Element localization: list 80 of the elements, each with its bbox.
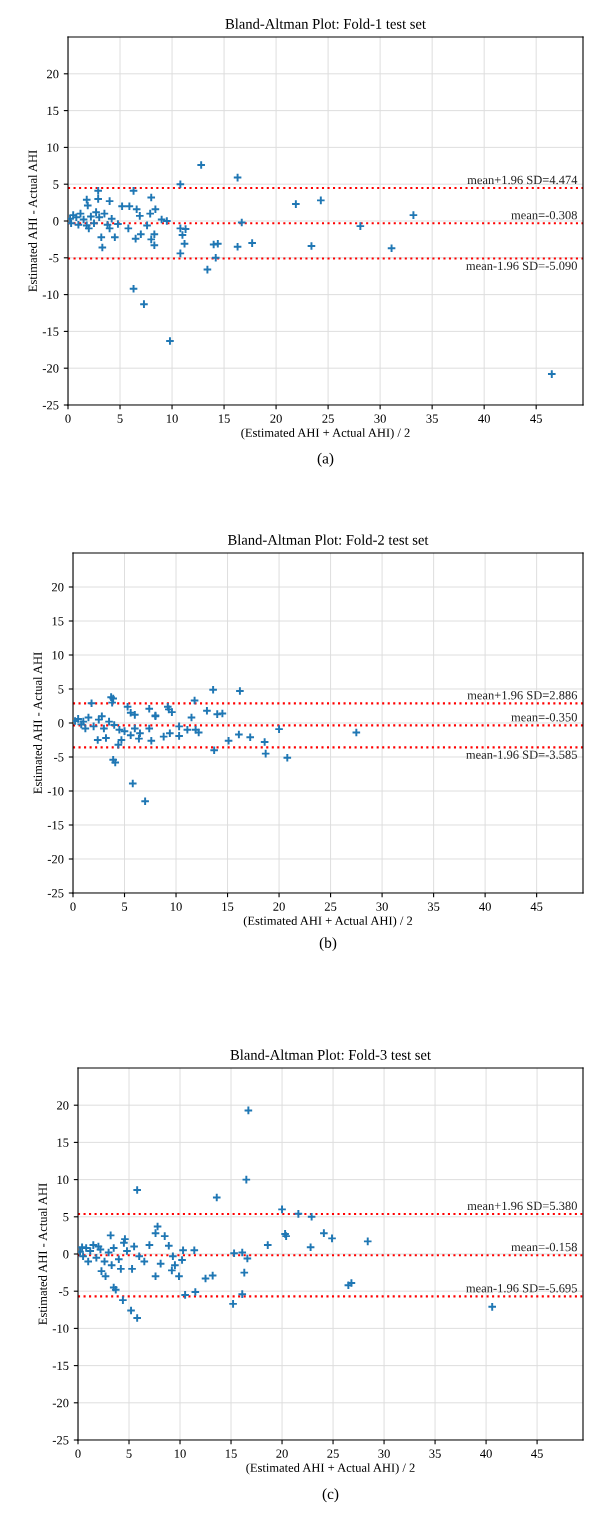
x-axis-title: (Estimated AHI + Actual AHI) / 2 bbox=[243, 916, 413, 928]
y-tick-label: -20 bbox=[47, 855, 64, 864]
y-tick-label: 10 bbox=[57, 1175, 69, 1185]
ref-line-label: mean-1.96 SD=-5.090 bbox=[466, 261, 577, 271]
x-tick-label: 0 bbox=[70, 902, 76, 911]
text: (c) bbox=[322, 1488, 339, 1503]
y-tick-label: -15 bbox=[47, 821, 64, 830]
x-tick-label: 15 bbox=[225, 1449, 237, 1458]
y-tick-label: -25 bbox=[52, 1436, 69, 1445]
x-axis-title: (Estimated AHI + Actual AHI) / 2 bbox=[241, 428, 410, 440]
y-tick-label: -25 bbox=[47, 889, 64, 898]
y-tick-label: 10 bbox=[47, 143, 59, 152]
x-tick-label: 40 bbox=[478, 414, 490, 423]
y-tick-label: -15 bbox=[52, 1361, 69, 1371]
x-tick-label: 45 bbox=[530, 414, 542, 423]
x-tick-label: 30 bbox=[374, 414, 386, 423]
x-tick-label: 25 bbox=[324, 902, 337, 911]
x-tick-label: 20 bbox=[273, 902, 285, 911]
y-tick-label: 5 bbox=[63, 1212, 69, 1222]
y-tick-label: 15 bbox=[52, 617, 64, 626]
x-tick-label: 35 bbox=[427, 902, 440, 911]
y-tick-label: -5 bbox=[49, 253, 59, 263]
x-tick-label: 10 bbox=[170, 902, 182, 911]
ref-line-label: mean+1.96 SD=2.886 bbox=[467, 691, 578, 700]
x-tick-label: 15 bbox=[222, 902, 234, 911]
y-tick-label: 20 bbox=[47, 69, 59, 79]
y-tick-label: -10 bbox=[47, 787, 64, 796]
y-tick-label: -10 bbox=[52, 1324, 69, 1333]
y-tick-label: 0 bbox=[53, 217, 59, 226]
x-tick-label: 10 bbox=[174, 1449, 186, 1458]
ref-line-label: mean-1.96 SD=-3.585 bbox=[466, 750, 577, 760]
y-tick-label: 10 bbox=[52, 651, 64, 660]
x-tick-label: 20 bbox=[270, 414, 282, 423]
y-tick-label: 0 bbox=[63, 1250, 69, 1259]
x-tick-label: 5 bbox=[126, 1449, 132, 1458]
y-tick-label: -25 bbox=[42, 401, 59, 410]
x-tick-label: 5 bbox=[117, 414, 123, 423]
x-tick-label: 30 bbox=[376, 902, 388, 911]
x-tick-label: 20 bbox=[276, 1449, 288, 1458]
y-tick-label: -20 bbox=[42, 364, 59, 373]
x-tick-label: 10 bbox=[166, 414, 178, 423]
x-axis-title: (Estimated AHI + Actual AHI) / 2 bbox=[246, 1463, 415, 1475]
y-axis-title: Estimated AHI - Actual AHI bbox=[38, 1183, 47, 1325]
x-tick-label: 35 bbox=[426, 414, 438, 423]
x-tick-label: 25 bbox=[322, 414, 334, 423]
x-tick-label: 30 bbox=[378, 1449, 390, 1458]
x-tick-label: 40 bbox=[479, 902, 491, 911]
x-tick-label: 45 bbox=[530, 902, 543, 911]
y-tick-label: 15 bbox=[47, 106, 59, 116]
ref-line-label: mean=-0.308 bbox=[511, 210, 577, 220]
x-tick-label: 25 bbox=[327, 1449, 339, 1458]
y-tick-label: -20 bbox=[52, 1398, 69, 1408]
y-tick-label: 20 bbox=[57, 1101, 69, 1110]
chart-title: Bland-Altman Plot: Fold-1 test set bbox=[225, 18, 426, 29]
ref-line-label: mean+1.96 SD=5.380 bbox=[467, 1201, 577, 1211]
y-tick-label: -5 bbox=[59, 1287, 69, 1296]
ref-line-label: mean=-0.350 bbox=[511, 713, 577, 722]
x-tick-label: 45 bbox=[531, 1449, 543, 1458]
y-axis-title: Estimated AHI - Actual AHI bbox=[28, 150, 37, 292]
text: (b) bbox=[319, 937, 337, 952]
x-tick-label: 0 bbox=[75, 1449, 81, 1458]
y-tick-label: -15 bbox=[42, 327, 59, 336]
text: (a) bbox=[317, 452, 334, 467]
y-tick-label: -10 bbox=[42, 290, 59, 300]
x-tick-label: 5 bbox=[122, 902, 128, 911]
x-tick-label: 40 bbox=[480, 1449, 492, 1458]
ref-line-label: mean-1.96 SD=-5.695 bbox=[466, 1284, 577, 1293]
y-tick-label: -5 bbox=[54, 753, 64, 762]
y-axis-title: Estimated AHI - Actual AHI bbox=[33, 652, 42, 794]
y-tick-label: 5 bbox=[58, 685, 64, 694]
chart-title: Bland-Altman Plot: Fold-3 test set bbox=[230, 1049, 431, 1060]
x-tick-label: 15 bbox=[218, 414, 230, 423]
x-tick-label: 35 bbox=[429, 1449, 441, 1458]
ref-line-label: mean+1.96 SD=4.474 bbox=[467, 175, 578, 185]
y-tick-label: 15 bbox=[57, 1138, 69, 1147]
y-tick-label: 5 bbox=[53, 180, 59, 189]
y-tick-label: 20 bbox=[52, 583, 64, 592]
ref-line-label: mean=-0.158 bbox=[511, 1242, 577, 1252]
y-tick-label: 0 bbox=[58, 719, 64, 728]
chart-title: Bland-Altman Plot: Fold-2 test set bbox=[227, 534, 429, 545]
